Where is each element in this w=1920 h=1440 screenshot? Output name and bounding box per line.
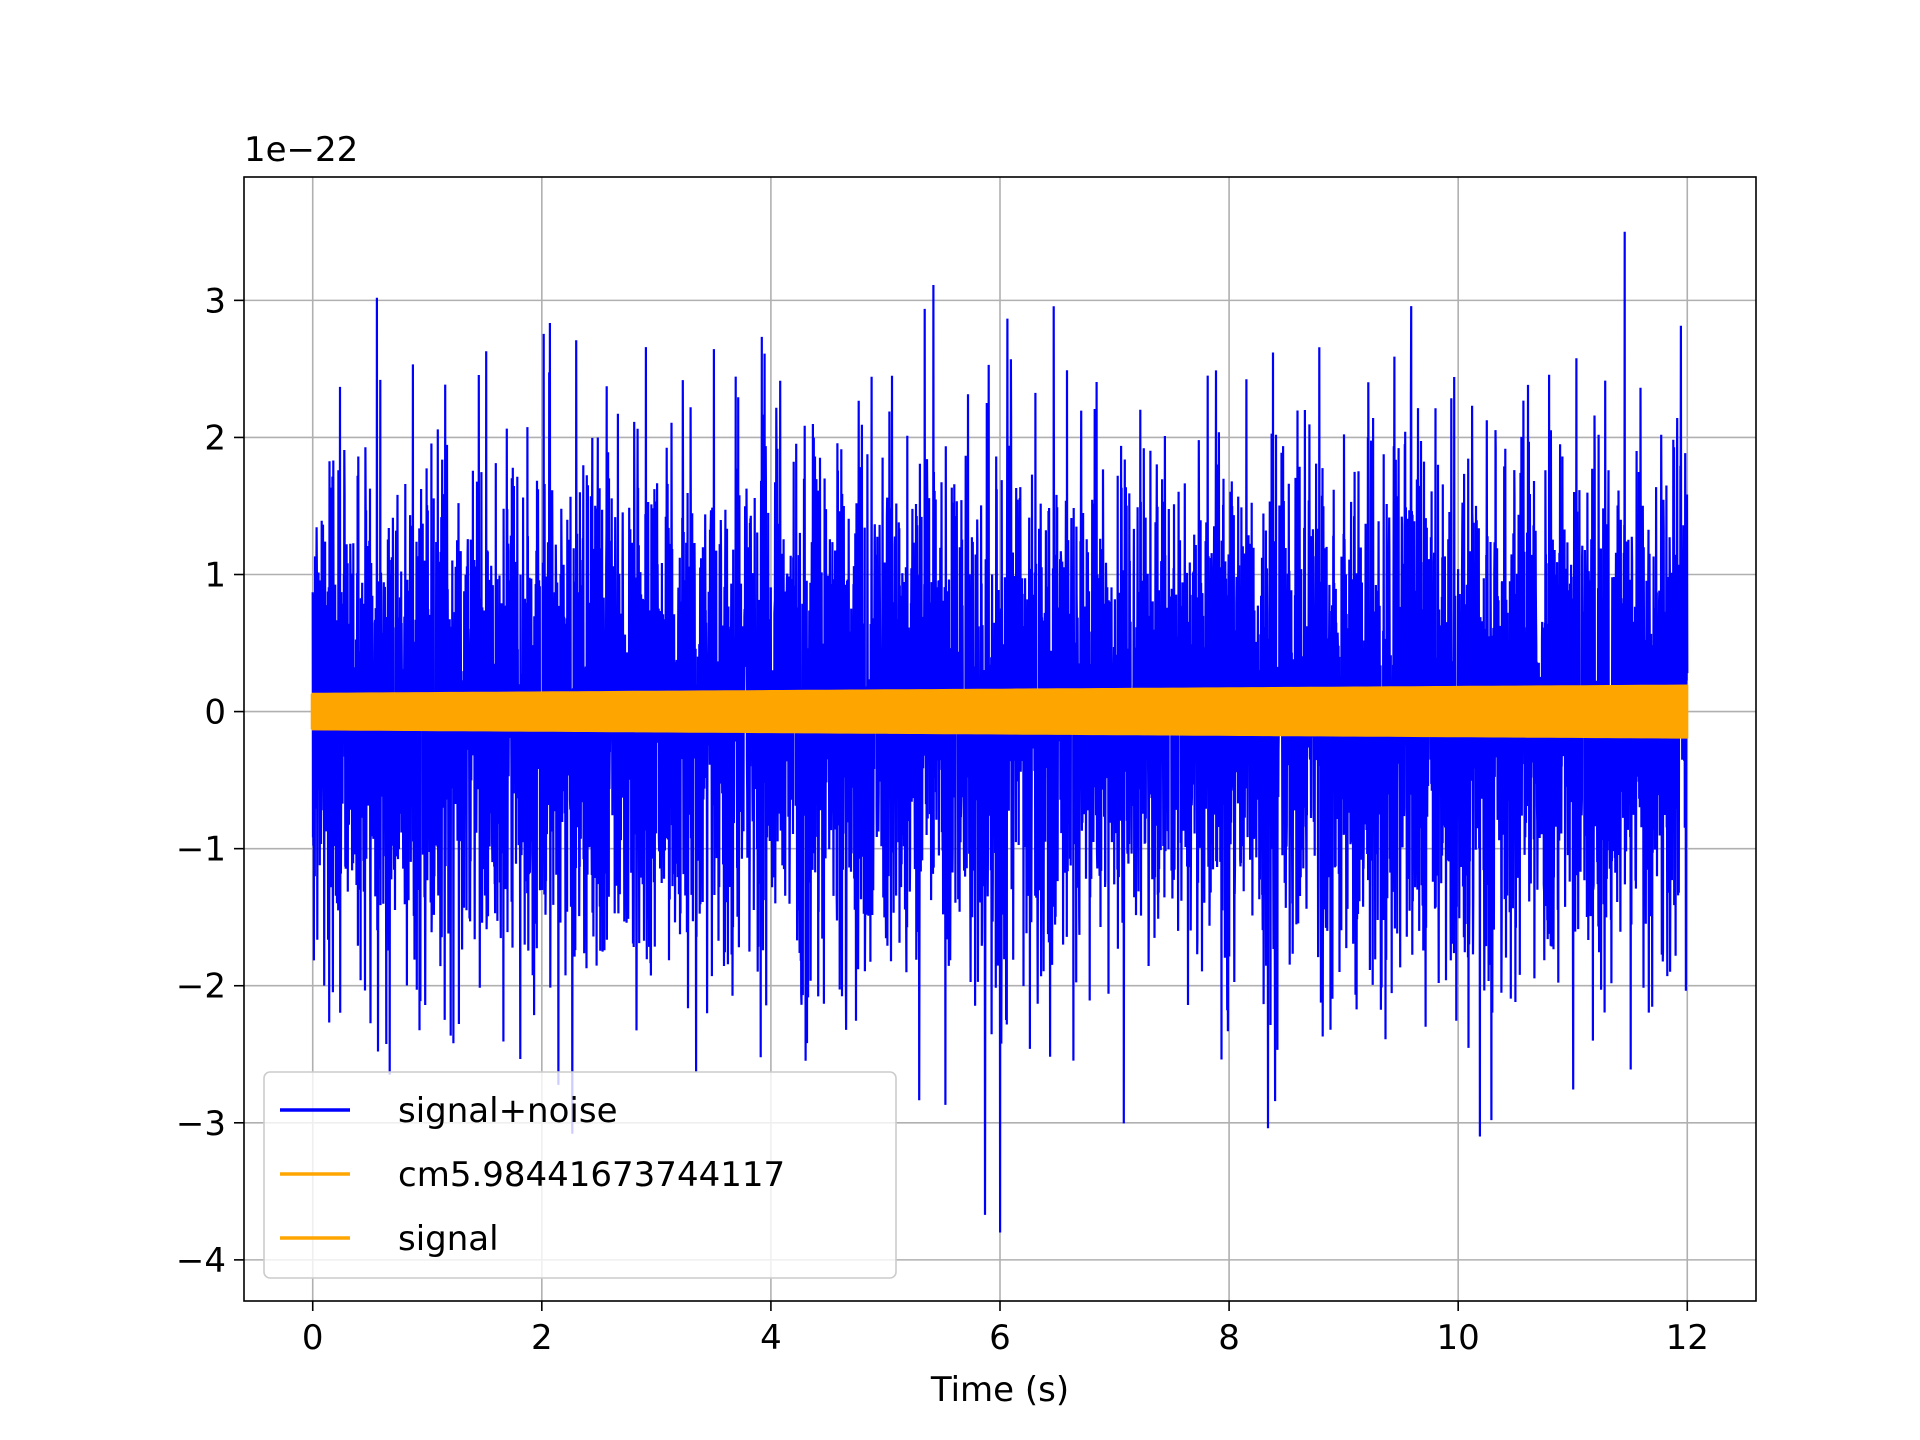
legend-label: cm5.98441673744117 [398,1155,785,1195]
y-tick-label: −3 [176,1104,226,1144]
series-signal [311,684,1689,739]
y-tick-label: 1 [204,556,226,596]
series-signal-noise [311,231,1689,1233]
y-tick-label: 3 [204,281,226,321]
y-tick-label: 2 [204,418,226,458]
x-tick-label: 2 [531,1318,553,1358]
legend-label: signal+noise [398,1091,618,1131]
y-tick-label: 0 [204,693,226,733]
y-tick-label: −1 [176,830,226,870]
x-axis-label: Time (s) [930,1370,1069,1410]
plot-area [310,231,1689,1233]
y-tick-label: −2 [176,967,226,1007]
x-tick-label: 6 [989,1318,1011,1358]
legend-box [263,1071,897,1279]
x-tick-label: 0 [302,1318,324,1358]
x-tick-label: 8 [1218,1318,1240,1358]
legend-label: signal [398,1219,499,1259]
y-offset-text: 1e−22 [244,130,358,170]
legend: signal+noise cm5.98441673744117 signal [263,1071,897,1279]
x-tick-label: 10 [1437,1318,1480,1358]
x-tick-label: 4 [760,1318,782,1358]
x-tick-label: 12 [1666,1318,1709,1358]
y-tick-label: −4 [176,1241,226,1281]
